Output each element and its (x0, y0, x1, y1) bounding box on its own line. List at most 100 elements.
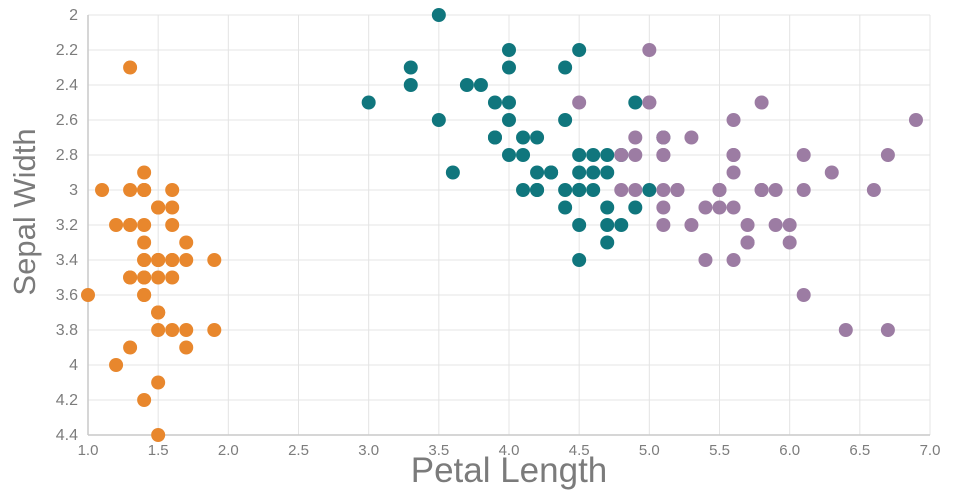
x-tick-label: 2.0 (218, 442, 239, 459)
x-tick-label: 6.0 (779, 442, 800, 459)
data-point-virginica (656, 183, 671, 197)
data-point-versicolor (572, 218, 587, 232)
data-point-versicolor (445, 165, 460, 180)
data-point-virginica (726, 113, 741, 127)
data-point-versicolor (572, 43, 587, 57)
data-point-versicolor (600, 235, 615, 250)
data-point-versicolor (487, 95, 502, 110)
data-point-virginica (796, 288, 811, 302)
data-point-versicolor (600, 165, 615, 180)
y-tick-label: 4.4 (56, 427, 78, 444)
data-point-virginica (908, 113, 923, 127)
data-point-virginica (768, 218, 783, 232)
data-point-versicolor (530, 130, 545, 145)
series-virginica (572, 43, 923, 337)
data-point-virginica (628, 183, 643, 197)
data-point-setosa (151, 270, 166, 285)
data-point-setosa (151, 253, 166, 267)
data-point-virginica (642, 43, 657, 57)
data-point-virginica (866, 183, 881, 197)
data-point-setosa (123, 183, 138, 197)
data-point-virginica (628, 148, 643, 162)
data-point-setosa (165, 253, 180, 267)
data-point-versicolor (530, 183, 545, 197)
data-point-setosa (179, 235, 194, 250)
data-point-versicolor (361, 95, 376, 110)
data-point-virginica (656, 130, 671, 145)
data-point-setosa (179, 340, 194, 355)
data-point-versicolor (572, 165, 587, 180)
data-point-virginica (880, 323, 895, 337)
data-point-virginica (628, 130, 643, 145)
data-point-versicolor (558, 60, 573, 75)
x-tick-label: 1.5 (148, 442, 169, 459)
data-point-virginica (740, 235, 755, 250)
y-tick-label: 2.2 (56, 42, 78, 59)
y-tick-label: 2.6 (56, 112, 78, 129)
data-point-virginica (726, 200, 741, 215)
data-point-virginica (838, 323, 853, 337)
data-point-virginica (768, 183, 783, 197)
y-tick-label: 3.6 (56, 287, 78, 304)
data-point-virginica (754, 183, 769, 197)
data-point-versicolor (572, 183, 587, 197)
data-point-setosa (165, 200, 180, 215)
x-tick-label: 3.0 (358, 442, 379, 459)
y-tick-label: 2 (69, 7, 78, 24)
data-point-versicolor (502, 113, 516, 127)
data-point-virginica (572, 95, 587, 110)
data-point-setosa (123, 270, 138, 285)
data-point-setosa (95, 183, 110, 197)
data-point-setosa (137, 218, 152, 232)
data-point-versicolor (502, 95, 516, 110)
data-point-setosa (151, 428, 166, 442)
data-point-virginica (754, 95, 769, 110)
y-tick-label: 2.8 (56, 147, 78, 164)
data-point-virginica (740, 218, 755, 232)
data-point-setosa (165, 323, 180, 337)
data-point-virginica (698, 253, 713, 267)
data-point-versicolor (431, 8, 446, 22)
data-point-setosa (137, 235, 152, 250)
data-point-virginica (614, 148, 629, 162)
data-point-setosa (165, 183, 180, 197)
data-point-setosa (151, 200, 166, 215)
data-point-setosa (179, 323, 194, 337)
data-point-setosa (109, 218, 124, 232)
data-point-setosa (123, 340, 138, 355)
data-point-virginica (796, 183, 811, 197)
data-point-versicolor (586, 165, 601, 180)
data-point-virginica (782, 218, 797, 232)
data-point-versicolor (614, 218, 629, 232)
y-tick-label: 3.8 (56, 322, 78, 339)
data-point-versicolor (516, 130, 531, 145)
data-point-virginica (782, 235, 797, 250)
data-point-virginica (684, 130, 699, 145)
data-point-versicolor (586, 183, 601, 197)
data-point-versicolor (600, 218, 615, 232)
data-point-setosa (137, 183, 152, 197)
data-point-virginica (796, 148, 811, 162)
data-point-setosa (207, 253, 222, 267)
data-point-versicolor (600, 200, 615, 215)
data-point-versicolor (642, 183, 657, 197)
data-point-versicolor (572, 253, 587, 267)
data-point-versicolor (572, 148, 587, 162)
data-point-versicolor (516, 183, 531, 197)
data-point-virginica (642, 95, 657, 110)
data-point-versicolor (558, 183, 573, 197)
y-axis-title: Sepal Width (7, 128, 42, 296)
data-point-versicolor (459, 78, 474, 92)
data-point-versicolor (403, 60, 418, 75)
data-point-versicolor (558, 113, 573, 127)
data-point-virginica (684, 218, 699, 232)
y-tick-label: 3.4 (56, 252, 78, 269)
data-point-setosa (151, 375, 166, 390)
data-point-setosa (165, 218, 180, 232)
data-point-setosa (123, 218, 138, 232)
x-tick-label: 6.5 (849, 442, 870, 459)
x-axis-title: Petal Length (410, 451, 608, 490)
data-point-versicolor (403, 78, 418, 92)
